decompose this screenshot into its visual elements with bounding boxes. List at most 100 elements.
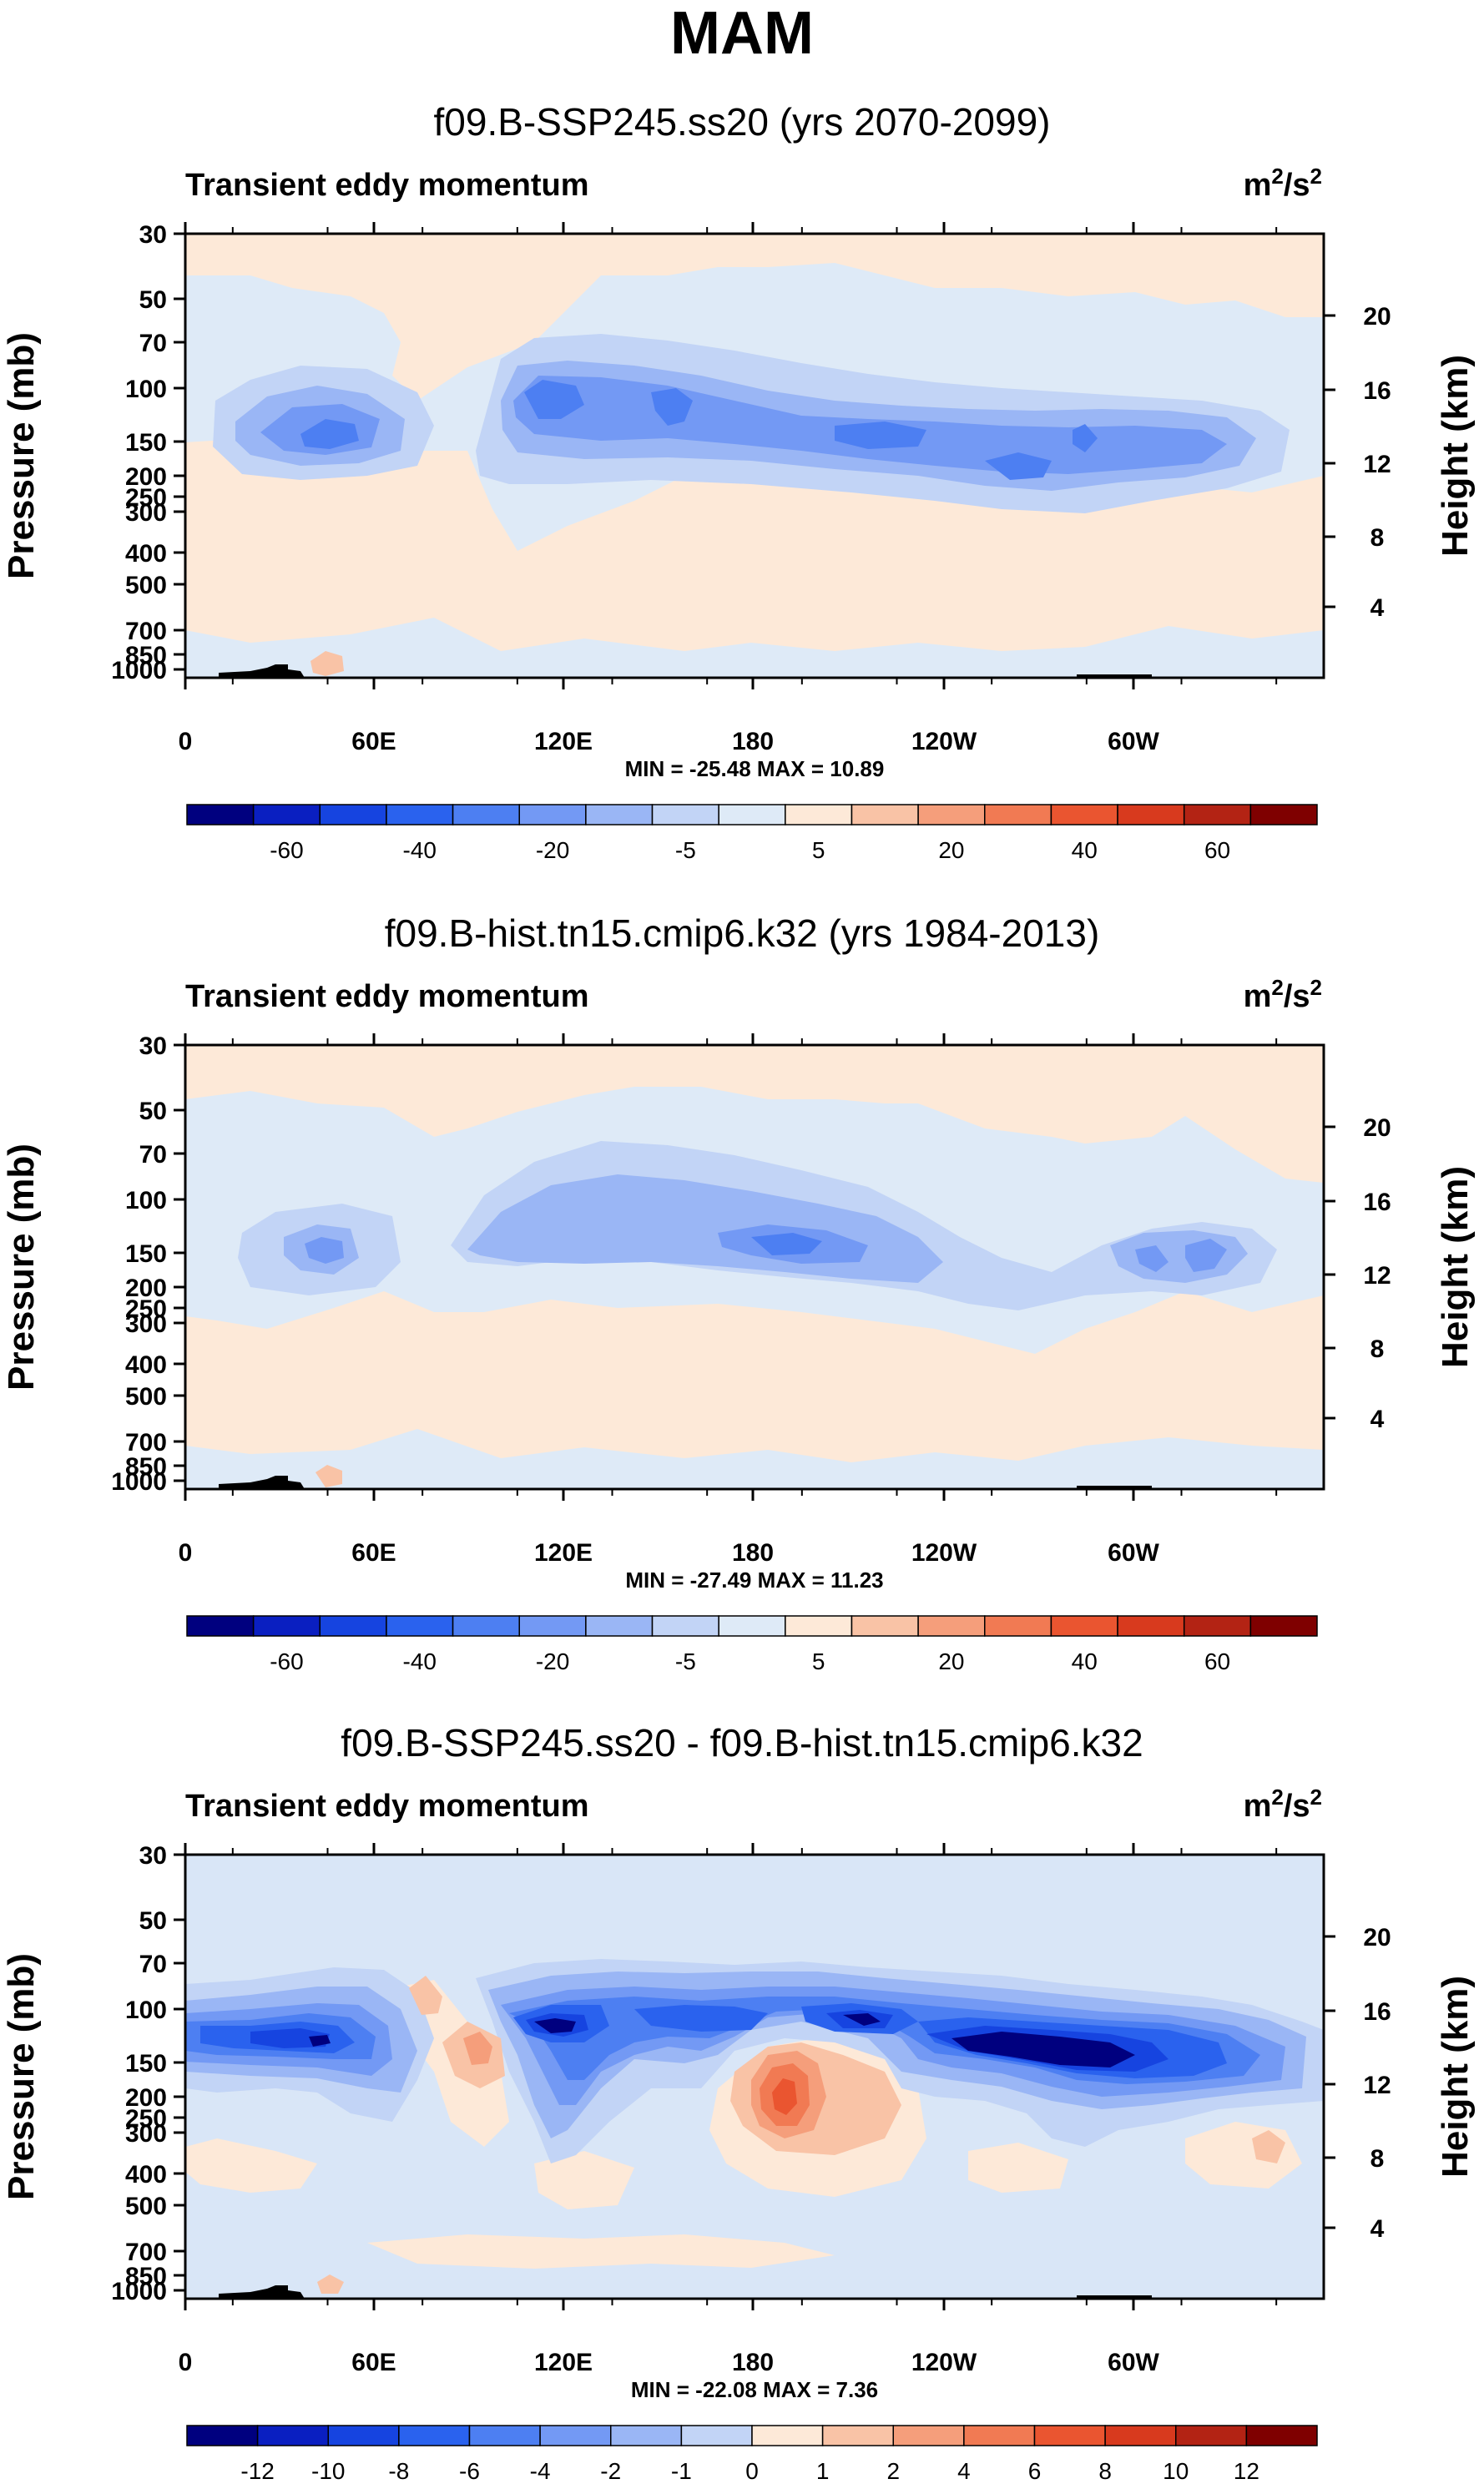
contour-band (1252, 2130, 1285, 2163)
colorbar-label: 60 (1204, 1648, 1230, 1674)
y-tick-label: 70 (139, 1141, 167, 1169)
x-tick-label: 60E (351, 728, 396, 755)
y-tick-label: 400 (125, 1351, 167, 1379)
colorbar-swatch (984, 1615, 1052, 1637)
colorbar-label: 2 (886, 2458, 900, 2484)
colorbar-swatch (186, 2425, 259, 2446)
colorbar-label: -20 (536, 1648, 569, 1674)
colorbar-swatch (252, 804, 321, 825)
y-tick-label: 100 (125, 1187, 167, 1214)
y-tick-label: 300 (125, 1310, 167, 1338)
y-right-tick-label: 12 (1363, 2072, 1391, 2099)
colorbar-swatch (539, 2425, 612, 2446)
x-tick-label: 120E (534, 728, 593, 755)
y-tick-label: 1000 (111, 657, 167, 684)
y-tick-label: 1000 (111, 1468, 167, 1496)
colorbar-label: 0 (745, 2458, 759, 2484)
y-tick-label: 150 (125, 1240, 167, 1268)
colorbar-swatch (1175, 2425, 1248, 2446)
x-tick-label: 0 (179, 1539, 193, 1567)
y-tick-label: 400 (125, 2161, 167, 2189)
colorbar-swatch (1249, 1615, 1318, 1637)
colorbar-swatch (585, 1615, 654, 1637)
contour-band (315, 1465, 342, 1487)
y-tick-label: 30 (139, 221, 167, 249)
colorbar-swatch (319, 804, 387, 825)
colorbar-swatch (1245, 2425, 1318, 2446)
y-tick-label: 200 (125, 2084, 167, 2112)
colorbar-swatch (186, 804, 255, 825)
x-tick-label: 0 (179, 2349, 193, 2376)
colorbar-label: -12 (240, 2458, 274, 2484)
y-tick-label: 300 (125, 499, 167, 527)
colorbar-label: 10 (1163, 2458, 1189, 2484)
colorbar-label: 12 (1234, 2458, 1259, 2484)
x-tick-label: 120W (911, 1539, 977, 1567)
colorbar-swatch (680, 2425, 753, 2446)
contour-band (968, 2143, 1068, 2193)
y-tick-label: 250 (125, 484, 167, 512)
y-tick-label: 700 (125, 1429, 167, 1457)
colorbar-swatch (821, 2425, 894, 2446)
colorbar-label: 40 (1072, 837, 1098, 863)
x-tick-label: 60E (351, 2349, 396, 2376)
y-tick-label: 1000 (111, 2278, 167, 2305)
colorbar-swatch (1117, 804, 1185, 825)
min-max-label: MIN = -25.48 MAX = 10.89 (625, 756, 885, 781)
colorbar-swatch (398, 2425, 471, 2446)
y-right-tick-label: 16 (1363, 377, 1391, 405)
y-axis-title: Pressure (mb) (1, 1953, 42, 2200)
y-tick-label: 150 (125, 429, 167, 457)
x-tick-label: 60E (351, 1539, 396, 1567)
y-tick-label: 200 (125, 463, 167, 491)
contour-band (367, 2234, 835, 2269)
y-tick-label: 300 (125, 2120, 167, 2148)
colorbar-label: -20 (536, 837, 569, 863)
colorbar-label: -2 (600, 2458, 621, 2484)
min-max-label: MIN = -22.08 MAX = 7.36 (631, 2377, 878, 2402)
y-right-tick-label: 20 (1363, 303, 1391, 331)
contour-panel-historical: Transient eddy momentum m2/s2305070100150… (1, 975, 1476, 1674)
y-tick-label: 250 (125, 2105, 167, 2133)
colorbar-swatch (610, 2425, 683, 2446)
colorbar-label: 1 (816, 2458, 830, 2484)
colorbar-label: -4 (530, 2458, 551, 2484)
x-tick-label: 60W (1108, 2349, 1159, 2376)
contour-band (835, 422, 926, 449)
colorbar-label: -60 (270, 1648, 303, 1674)
y-tick-label: 850 (125, 1453, 167, 1481)
x-tick-label: 180 (732, 1539, 774, 1567)
variable-label: Transient eddy momentum (185, 1789, 589, 1824)
y-right-axis-title: Height (km) (1435, 355, 1476, 557)
y-right-tick-label: 4 (1370, 2215, 1385, 2243)
y-tick-label: 500 (125, 1383, 167, 1411)
colorbar-swatch (386, 1615, 454, 1637)
contour-band (250, 2028, 330, 2048)
colorbar-swatch (1183, 1615, 1252, 1637)
contour-band (524, 380, 584, 419)
y-right-tick-label: 12 (1363, 451, 1391, 478)
contour-panel-difference: Transient eddy momentum m2/s2305070100150… (1, 1785, 1476, 2484)
y-tick-label: 30 (139, 1842, 167, 1870)
x-tick-label: 120W (911, 2349, 977, 2376)
contour-band (651, 388, 693, 426)
y-tick-label: 70 (139, 1951, 167, 1978)
colorbar-label: 60 (1204, 837, 1230, 863)
colorbar-label: 20 (938, 1648, 964, 1674)
colorbar-label: -40 (403, 837, 437, 863)
y-tick-label: 700 (125, 2239, 167, 2266)
y-tick-label: 250 (125, 1295, 167, 1323)
y-right-tick-label: 16 (1363, 1189, 1391, 1216)
colorbar-swatch (518, 1615, 587, 1637)
y-tick-label: 100 (125, 1997, 167, 2024)
colorbar-swatch (585, 804, 654, 825)
y-right-tick-label: 4 (1370, 1406, 1385, 1433)
colorbar-swatch (1050, 1615, 1118, 1637)
x-tick-label: 120E (534, 1539, 593, 1567)
variable-label: Transient eddy momentum (185, 979, 589, 1014)
colorbar-label: 5 (812, 1648, 825, 1674)
colorbar-swatch (851, 804, 919, 825)
y-right-tick-label: 16 (1363, 1998, 1391, 2026)
x-tick-label: 120W (911, 728, 977, 755)
panel-title: f09.B-SSP245.ss20 (yrs 2070-2099) (433, 100, 1051, 144)
